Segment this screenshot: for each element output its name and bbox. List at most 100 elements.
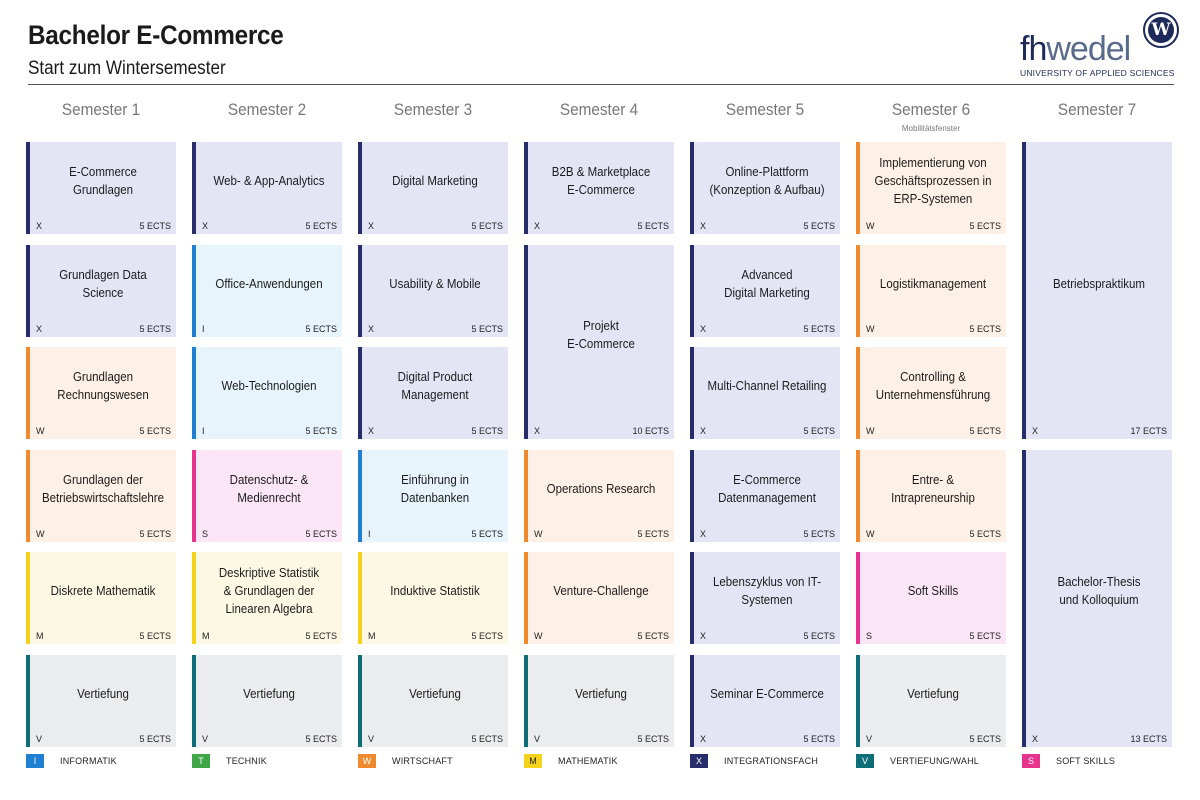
- module-title: Vertiefung: [77, 686, 129, 701]
- module-ects: 13 ECTS: [1130, 733, 1167, 744]
- module-category-code: I: [368, 528, 371, 539]
- module-title: Bachelor-Thesis und Kolloquium: [1057, 575, 1141, 607]
- fh-wedel-logo: fhwedel W UNIVERSITY OF APPLIED SCIENCES: [1015, 12, 1180, 80]
- module-ects: 5 ECTS: [139, 323, 171, 334]
- module-ects: 5 ECTS: [803, 323, 835, 334]
- module-ects: 5 ECTS: [471, 323, 503, 334]
- semester-header: Semester 3: [393, 100, 473, 119]
- module-category-bar: [192, 654, 196, 747]
- module-ects: 5 ECTS: [471, 733, 503, 744]
- module-card: Vertiefung V 5 ECTS: [192, 654, 342, 747]
- module-ects: 5 ECTS: [637, 221, 669, 231]
- module-ects: 5 ECTS: [637, 528, 669, 539]
- legend-item: S SOFT SKILLS: [1022, 754, 1115, 768]
- module-category-code: V: [368, 733, 375, 744]
- module-category-bar: [1022, 449, 1026, 747]
- module-ects: 5 ECTS: [803, 528, 835, 539]
- module-ects: 5 ECTS: [305, 426, 337, 436]
- module-category-code: X: [700, 426, 707, 436]
- module-category-bar: [524, 654, 528, 747]
- module-ects: 5 ECTS: [471, 528, 503, 539]
- module-title: Multi-Channel Retailing: [707, 379, 827, 393]
- module-title: Vertiefung: [575, 686, 627, 701]
- module-category-code: X: [700, 221, 707, 231]
- module-title: Grundlagen Rechnungswesen: [57, 370, 149, 402]
- legend-swatch: M: [524, 754, 542, 768]
- module-ects: 5 ECTS: [637, 733, 669, 744]
- page-title: Bachelor E-Commerce: [28, 20, 284, 50]
- module-ects: 5 ECTS: [969, 323, 1001, 334]
- module-title: Vertiefung: [907, 686, 959, 701]
- module-category-code: S: [202, 528, 209, 539]
- module-card: Projekt E-Commerce X 10 ECTS: [524, 244, 674, 439]
- module-category-bar: [192, 142, 196, 234]
- legend-swatch: W: [358, 754, 376, 768]
- module-title: Usability & Mobile: [389, 276, 481, 291]
- module-ects: 5 ECTS: [305, 528, 337, 539]
- legend-label: MATHEMATIK: [558, 756, 618, 766]
- module-card: Grundlagen der Betriebswirtschaftslehre W 5…: [26, 449, 176, 542]
- module-card: Controlling & Unternehmensführung W 5 ECTS: [856, 347, 1006, 439]
- module-title: Entre- & Intrapreneurship: [891, 472, 975, 505]
- module-card: Vertiefung V 5 ECTS: [524, 654, 674, 747]
- module-ects: 5 ECTS: [139, 221, 171, 231]
- module-card: Soft Skills S 5 ECTS: [856, 552, 1006, 644]
- module-category-bar: [26, 347, 30, 439]
- logo-wordmark-fh: fh: [1020, 30, 1047, 68]
- legend-label: INTEGRATIONSFACH: [724, 756, 819, 766]
- module-card: Grundlagen Rechnungswesen W 5 ECTS: [26, 347, 176, 439]
- module-title: Diskrete Mathematik: [50, 584, 156, 598]
- module-card: B2B & Marketplace E-Commerce X 5 ECTS: [524, 142, 674, 234]
- legend-item: T TECHNIK: [192, 754, 267, 768]
- logo-seal-icon: W: [1143, 12, 1179, 48]
- module-card: Logistikmanagement W 5 ECTS: [856, 244, 1006, 337]
- logo-seal-letter: W: [1148, 17, 1174, 43]
- module-card: Venture-Challenge W 5 ECTS: [524, 552, 674, 644]
- module-category-bar: [358, 552, 362, 644]
- semester-header: Semester 1: [61, 100, 141, 119]
- module-category-code: X: [534, 426, 541, 436]
- module-card: Datenschutz- & Medienrecht S 5 ECTS: [192, 449, 342, 542]
- module-title: Einführung in Datenbanken: [400, 472, 470, 505]
- module-category-code: W: [534, 631, 543, 641]
- module-category-code: I: [202, 323, 205, 334]
- module-title: Deskriptive Statistik & Grundlagen der Lin…: [218, 566, 320, 616]
- module-category-bar: [1022, 142, 1026, 439]
- module-card: E-Commerce Grundlagen X 5 ECTS: [26, 142, 176, 234]
- module-ects: 5 ECTS: [139, 426, 171, 436]
- module-category-code: X: [700, 528, 707, 539]
- module-category-bar: [358, 449, 362, 542]
- module-title: Venture-Challenge: [553, 584, 649, 598]
- module-card: Einführung in Datenbanken I 5 ECTS: [358, 449, 508, 542]
- legend-item: M MATHEMATIK: [524, 754, 618, 768]
- legend-label: INFORMATIK: [60, 756, 117, 766]
- module-title: Office-Anwendungen: [215, 276, 323, 291]
- module-ects: 5 ECTS: [803, 221, 835, 231]
- semester-header: Semester 2: [227, 100, 307, 119]
- module-title: Grundlagen Data Science: [59, 267, 147, 300]
- module-card: Usability & Mobile X 5 ECTS: [358, 244, 508, 337]
- module-category-code: W: [534, 528, 543, 539]
- module-ects: 5 ECTS: [637, 631, 669, 641]
- module-category-code: W: [866, 221, 875, 231]
- module-category-code: V: [866, 733, 873, 744]
- module-card: Office-Anwendungen I 5 ECTS: [192, 244, 342, 337]
- module-category-code: X: [1032, 733, 1039, 744]
- module-category-bar: [524, 449, 528, 542]
- module-card: Bachelor-Thesis und Kolloquium X 13 ECTS: [1022, 449, 1172, 747]
- module-category-code: X: [700, 323, 707, 334]
- module-title: Operations Research: [546, 481, 656, 496]
- module-category-code: M: [202, 631, 210, 641]
- module-category-code: X: [368, 221, 375, 231]
- module-title: Web- & App-Analytics: [213, 174, 325, 188]
- module-title: Digital Product Management: [397, 370, 473, 402]
- module-card: Deskriptive Statistik & Grundlagen der Lin…: [192, 552, 342, 644]
- legend-swatch: X: [690, 754, 708, 768]
- legend-swatch: V: [856, 754, 874, 768]
- module-category-bar: [358, 654, 362, 747]
- module-category-bar: [690, 142, 694, 234]
- module-ects: 5 ECTS: [139, 528, 171, 539]
- module-ects: 5 ECTS: [305, 733, 337, 744]
- module-title: Datenschutz- & Medienrecht: [229, 472, 309, 505]
- module-category-code: X: [36, 221, 43, 231]
